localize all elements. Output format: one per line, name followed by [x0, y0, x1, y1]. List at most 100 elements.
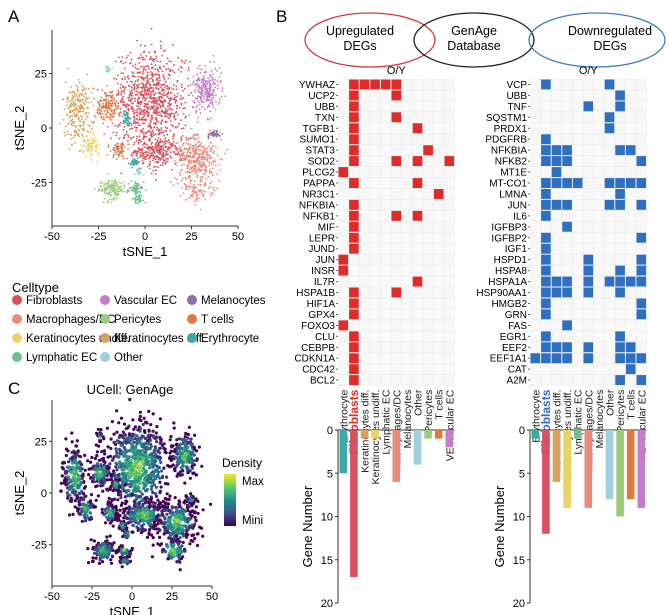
density-point [143, 450, 147, 454]
cell-point [165, 121, 167, 124]
cell-point [212, 163, 215, 166]
cell-point [187, 185, 190, 188]
cell-point [73, 108, 76, 111]
cell-point [198, 96, 201, 98]
cell-point [113, 192, 116, 195]
tsne-a-x-tick-label: 25 [185, 231, 197, 243]
tsne-c-x-tick-label: -50 [44, 591, 60, 603]
cell-point [214, 161, 217, 164]
cell-point [214, 108, 217, 111]
cell-point [115, 158, 118, 161]
density-point [147, 436, 152, 440]
cell-point [198, 108, 201, 111]
cell-point [115, 185, 118, 188]
cell-point [202, 98, 205, 100]
density-point [122, 525, 126, 529]
cell-point [159, 140, 161, 143]
cell-point [194, 166, 197, 168]
cell-point [187, 167, 190, 170]
cell-point [127, 183, 130, 185]
cell-point [158, 130, 160, 133]
density-point [191, 495, 195, 499]
cell-point [103, 92, 106, 95]
cell-point [212, 134, 215, 136]
density-point [151, 429, 155, 433]
cell-point [115, 78, 118, 80]
cell-point [217, 87, 219, 90]
cell-point [156, 69, 159, 71]
density-point [172, 421, 176, 425]
cell-point [109, 113, 111, 115]
cell-point [108, 198, 111, 201]
cell-point [140, 56, 143, 59]
density-point [159, 485, 163, 489]
density-point [102, 449, 107, 453]
cell-point [143, 105, 146, 107]
cell-point [141, 162, 144, 165]
cell-point [153, 94, 156, 96]
cell-point [137, 187, 140, 190]
cell-point [125, 56, 128, 59]
cell-point [117, 107, 119, 109]
cell-point [127, 121, 130, 123]
cell-point [134, 194, 137, 196]
cell-point [205, 166, 208, 169]
cell-point [93, 145, 96, 148]
cell-point [210, 162, 213, 165]
cell-point [105, 115, 108, 118]
cell-point [100, 96, 103, 99]
cell-point [137, 124, 140, 126]
cell-point [83, 95, 86, 98]
cell-point [154, 116, 157, 119]
cell-point [209, 155, 211, 158]
density-point [91, 556, 95, 560]
cell-point [188, 197, 190, 200]
cell-point [208, 172, 211, 174]
density-point [166, 482, 170, 486]
cell-point [122, 157, 125, 160]
density-point [137, 417, 142, 422]
cell-point [150, 43, 153, 46]
cell-point [188, 155, 191, 157]
cell-point [159, 92, 162, 95]
density-point [152, 435, 156, 439]
cell-point [134, 93, 137, 96]
cell-point [165, 153, 168, 155]
cell-point [150, 27, 153, 30]
cell-point [82, 139, 85, 142]
cell-point [70, 122, 73, 125]
cell-point [196, 172, 199, 174]
cell-point [146, 93, 149, 96]
density-point [165, 492, 169, 496]
cell-point [199, 112, 202, 114]
density-point [110, 498, 114, 502]
cell-point [131, 127, 134, 130]
cell-point [195, 147, 197, 150]
density-point [116, 498, 120, 502]
cell-point [138, 202, 140, 205]
cell-point [123, 134, 126, 137]
cell-point [158, 111, 161, 113]
cell-point [110, 113, 113, 116]
cell-point [79, 120, 81, 123]
cell-point [163, 160, 166, 163]
cell-point [145, 147, 148, 149]
density-point [106, 500, 110, 504]
density-point [115, 451, 119, 455]
cell-point [158, 95, 161, 98]
cell-point [133, 173, 136, 176]
cell-point [184, 124, 187, 127]
density-point [143, 496, 148, 500]
cell-point [131, 91, 134, 94]
cell-point [147, 88, 150, 91]
cell-point [103, 197, 106, 200]
cell-point [189, 143, 192, 146]
cell-point [202, 74, 205, 77]
cell-point [162, 162, 165, 164]
cell-point [178, 107, 181, 109]
cell-point [107, 200, 109, 202]
cell-point [87, 146, 90, 149]
density-point [170, 527, 174, 532]
density-point [151, 473, 155, 477]
cell-point [207, 87, 210, 90]
